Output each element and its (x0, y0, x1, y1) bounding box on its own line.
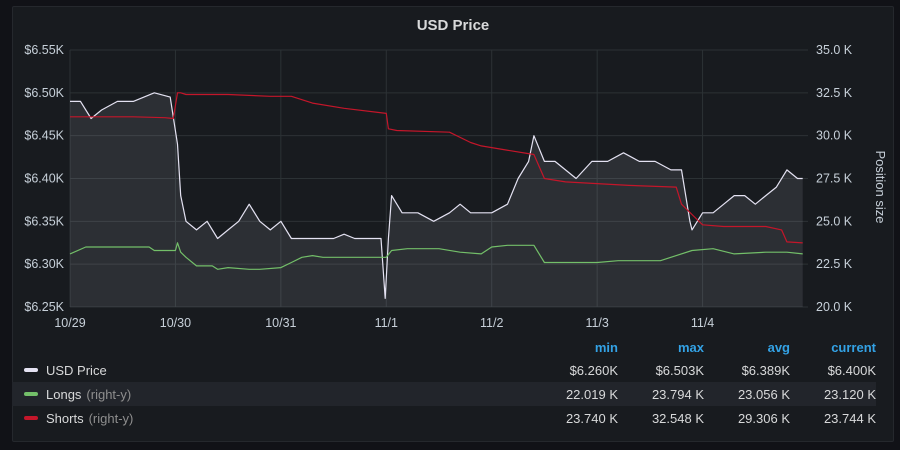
legend-row-shorts[interactable]: Shorts (right-y) 23.740 K 32.548 K 29.306… (12, 406, 876, 430)
legend-table: min max avg current USD Price $6.260K $6… (12, 336, 876, 430)
shorts-min: 23.740 K (565, 410, 618, 426)
shorts-avg: 29.306 K (737, 410, 790, 426)
y-right-tick: 20.0 K (816, 300, 853, 314)
legend-col-min[interactable]: min (594, 339, 618, 355)
longs-min: 22.019 K (565, 386, 618, 402)
x-tick: 11/2 (480, 316, 503, 330)
longs-avg: 23.056 K (737, 386, 790, 402)
legend-label-shorts[interactable]: Shorts (46, 410, 84, 426)
shorts-max: 32.548 K (651, 410, 704, 426)
y-left-tick: $6.55K (24, 43, 64, 57)
shorts-axis-note: (right-y) (88, 410, 134, 426)
y-left-tick: $6.30K (24, 257, 64, 271)
legend-col-avg[interactable]: avg (767, 339, 790, 355)
legend-row-usd[interactable]: USD Price $6.260K $6.503K $6.389K $6.400… (12, 358, 876, 382)
x-tick: 10/29 (54, 316, 85, 330)
usd-avg: $6.389K (741, 362, 790, 378)
longs-max: 23.794 K (651, 386, 704, 402)
legend-col-max[interactable]: max (677, 339, 704, 355)
y-right-tick: 32.5 K (816, 86, 853, 100)
x-tick: 11/3 (585, 316, 608, 330)
usd-swatch[interactable] (24, 368, 38, 372)
y-right-ticks: 20.0 K 22.5 K 25.0 K 27.5 K 30.0 K 32.5 K 35.0… (816, 43, 853, 314)
y-left-tick: $6.50K (24, 86, 64, 100)
usd-max: $6.503K (655, 362, 704, 378)
x-tick: 11/1 (375, 316, 398, 330)
y-left-tick: $6.35K (24, 214, 64, 228)
y-left-ticks: $6.25K $6.30K $6.35K $6.40K $6.45K $6.50K $6.5… (24, 43, 64, 314)
series-line-shorts (70, 92, 803, 244)
x-tick: 10/31 (265, 316, 296, 330)
y-right-tick: 35.0 K (816, 43, 853, 57)
y-right-tick: 30.0 K (816, 129, 853, 143)
y-left-tick: $6.45K (24, 129, 64, 143)
legend-header: min max avg current (12, 336, 876, 358)
series-line-usd-price (70, 92, 803, 299)
panel-title[interactable]: USD Price (416, 17, 490, 34)
legend-label-longs[interactable]: Longs (46, 386, 82, 402)
y-right-label: Position size (873, 151, 888, 224)
y-right-tick: 27.5 K (816, 172, 853, 186)
x-tick: 10/30 (160, 316, 191, 330)
x-tick: 11/4 (691, 316, 714, 330)
usd-area-fill (70, 92, 803, 307)
shorts-swatch[interactable] (24, 416, 38, 420)
series-lines (69, 92, 803, 299)
y-right-tick: 22.5 K (816, 257, 853, 271)
longs-current: 23.120 K (823, 386, 876, 402)
longs-swatch[interactable] (24, 392, 38, 396)
y-right-tick: 25.0 K (816, 214, 853, 228)
y-left-tick: $6.25K (24, 300, 64, 314)
x-ticks: 10/29 10/30 10/31 11/1 11/2 11/3 11/4 (54, 316, 714, 330)
legend-row-longs[interactable]: Longs (right-y) 22.019 K 23.794 K 23.056 … (12, 382, 876, 406)
chart-panel: USD Price (12, 6, 894, 442)
legend-col-current[interactable]: current (831, 339, 876, 355)
usd-current: $6.400K (827, 362, 876, 378)
series-line-longs (69, 242, 803, 270)
longs-axis-note: (right-y) (86, 386, 132, 402)
legend-label-usd[interactable]: USD Price (46, 362, 107, 378)
shorts-current: 23.744 K (823, 410, 876, 426)
chart-grid (69, 49, 808, 308)
usd-min: $6.260K (569, 362, 618, 378)
y-left-tick: $6.40K (24, 172, 64, 186)
usd-area (70, 92, 803, 307)
